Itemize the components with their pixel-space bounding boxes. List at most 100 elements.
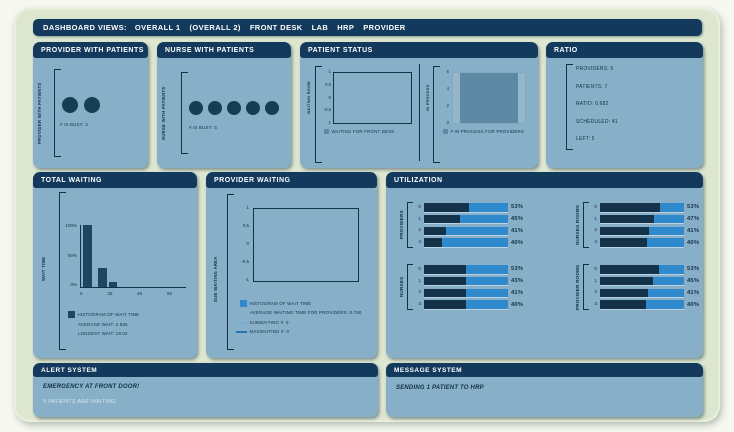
dashboard-views-label: DASHBOARD VIEWS:: [43, 23, 127, 32]
tick-label: -1: [244, 277, 249, 282]
utilization-row: 2 41%: [591, 226, 699, 236]
ratio-line: LEFT: 5: [576, 136, 595, 142]
bracket: [407, 264, 413, 310]
utilization-row: 3 40%: [591, 300, 699, 309]
tick-label: -0.5: [323, 107, 331, 113]
panel-alert-system: ALERT SYSTEM EMERGENCY AT FRONT DOOR! 5 …: [33, 363, 378, 417]
row-index-label: 1: [594, 278, 597, 284]
utilization-percent-label: 40%: [511, 239, 524, 246]
tick-label: 0.5: [242, 223, 249, 228]
utilization-group-nurses: NURSES 0 53% 1 43% 2 41% 3 40%: [398, 264, 523, 310]
tick-label: 40: [137, 291, 143, 296]
utilization-groups: PROVIDERS 0 53% 1 45% 2 41% 3 40% NURSES ROOMS 0 53…: [386, 172, 703, 358]
utilization-row: 0 53%: [415, 203, 523, 212]
divider: [419, 64, 421, 161]
utilization-group-label: PROVIDERS: [399, 210, 404, 240]
bracket: [315, 66, 322, 163]
utilization-bar: [600, 238, 684, 247]
utilization-bar-dark-segment: [600, 300, 647, 309]
average-waiting-time-label: AVERAGE WAITING TIME FOR PROVIDERS: 0.78…: [250, 310, 362, 315]
panel-title: PROVIDER WITH PATIENTS: [41, 46, 144, 54]
waiting-chart-axis-label: WAITING ROOM: [307, 81, 311, 115]
patient-dot: [246, 101, 260, 115]
process-chart-plot: [452, 72, 526, 124]
panel-total-waiting: TOTAL WAITING WAIT TIME 100% 50% 0% 0 20 40 6…: [33, 172, 197, 358]
histogram-bar: [98, 268, 107, 287]
utilization-row: 3 40%: [415, 238, 523, 247]
utilization-row: 0 53%: [415, 265, 523, 274]
patient-dot: [227, 101, 241, 115]
utilization-bar-dark-segment: [424, 238, 442, 247]
legend-swatch-icon: [443, 129, 448, 134]
tick-label: 0: [246, 241, 249, 246]
tab-overall-2[interactable]: (OVERALL 2): [189, 23, 241, 32]
tick-label: 50%: [67, 252, 77, 258]
utilization-bar: [424, 276, 508, 286]
tick-label: 0: [328, 94, 331, 100]
utilization-bar: [424, 300, 508, 309]
bracket: [59, 192, 66, 350]
sub-waiting-area-axis-label: SUB WAITING AREA: [213, 256, 218, 302]
utilization-percent-label: 47%: [687, 216, 700, 223]
utilization-row: 3 40%: [415, 300, 523, 309]
bracket: [54, 69, 61, 157]
patient-dot: [189, 101, 203, 115]
process-chart-axis-label: IN PROCESS: [426, 84, 430, 112]
utilization-bar: [424, 238, 508, 247]
utilization-bar-dark-segment: [600, 238, 648, 247]
utilization-row: 1 45%: [415, 214, 523, 224]
subwaiting-label: SUBWAITING #: 0: [249, 320, 289, 325]
utilization-bar-dark-segment: [600, 226, 649, 236]
panel-patient-status: PATIENT STATUS WAITING ROOM 1 0.5 0 -0.5 -1 …: [300, 42, 538, 168]
total-waiting-y-ticks: 100% 50% 0%: [61, 223, 77, 287]
utilization-bar: [424, 288, 508, 298]
utilization-row: 2 41%: [415, 288, 523, 298]
panel-title: RATIO: [554, 46, 578, 54]
utilization-bar-dark-segment: [424, 276, 466, 286]
panel-title: TOTAL WAITING: [41, 176, 102, 184]
row-index-label: 0: [418, 204, 421, 210]
tab-provider[interactable]: PROVIDER: [363, 23, 406, 32]
utilization-percent-label: 41%: [511, 227, 524, 234]
legend-label: # IN PROCESS FOR PROVIDERS: [450, 129, 525, 134]
utilization-group-label: NURSES: [399, 276, 404, 298]
row-index-label: 2: [418, 228, 421, 234]
tab-lab[interactable]: LAB: [311, 23, 329, 32]
utilization-bar: [424, 265, 508, 274]
tab-hrp[interactable]: HRP: [337, 23, 355, 32]
process-chart-y-ticks: 6 4 2 0: [439, 69, 449, 125]
row-index-label: 2: [594, 228, 597, 234]
process-chart-legend: # IN PROCESS FOR PROVIDERS: [443, 129, 524, 134]
alert-submessage: 5 PATIENTS ARE WAITING: [43, 399, 116, 405]
row-index-label: 1: [418, 278, 421, 284]
bracket: [407, 202, 413, 248]
utilization-row: 0 53%: [591, 265, 699, 274]
utilization-bar-dark-segment: [424, 300, 466, 309]
patient-dot: [265, 101, 279, 115]
utilization-row: 2 41%: [591, 288, 699, 298]
utilization-percent-label: 45%: [687, 278, 700, 285]
utilization-bar: [600, 226, 684, 236]
panel-header: MESSAGE SYSTEM: [386, 363, 703, 377]
utilization-bar-dark-segment: [600, 203, 661, 212]
utilization-bar: [600, 203, 684, 212]
alert-message: EMERGENCY AT FRONT DOOR!: [43, 384, 140, 390]
provider-waiting-plot: [253, 208, 359, 282]
utilization-row: 0 53%: [591, 203, 699, 212]
tab-overall-1[interactable]: OVERALL 1: [134, 23, 181, 32]
tab-front-desk[interactable]: FRONT DESK: [249, 23, 303, 32]
utilization-bar-dark-segment: [424, 226, 446, 236]
nurse-busy-dots: [189, 101, 279, 115]
ratio-stats: PROVIDERS: 5 PATIENTS: 7 RATIO: 0.682 SCHED…: [576, 66, 618, 154]
panel-title: NURSE WITH PATIENTS: [165, 46, 255, 54]
panel-nurse-with-patients: NURSE WITH PATIENTS NURSE WITH PATIENTS …: [157, 42, 291, 168]
waiting-chart-plot: [333, 72, 412, 124]
utilization-bar: [600, 288, 684, 298]
provider-axis-label: PROVIDER WITH PATIENTS: [37, 82, 42, 144]
maxwaiting-legend: MAXWAITING #: 0: [236, 329, 289, 334]
legend-swatch-icon: [68, 311, 75, 318]
total-waiting-x-ticks: 0 20 40 60: [80, 291, 172, 296]
row-index-label: 0: [594, 204, 597, 210]
waiting-chart-legend: WAITING FOR FRONT DESK: [324, 129, 394, 134]
row-index-label: 3: [418, 240, 421, 246]
